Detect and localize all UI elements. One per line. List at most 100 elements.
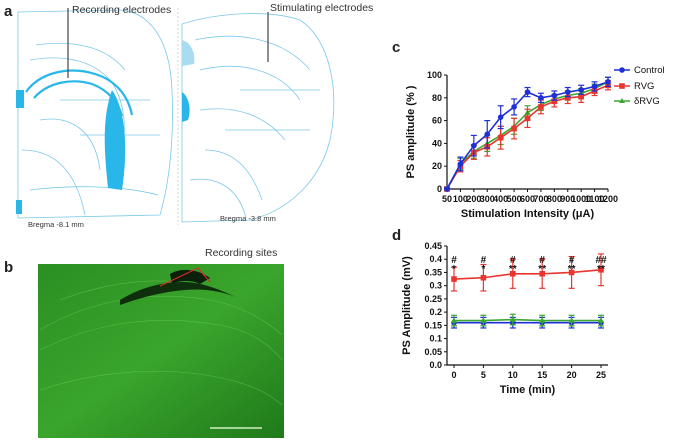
data-point	[578, 87, 584, 93]
atlas-right-contour-5	[189, 178, 247, 219]
bregma-right-label: Bregma -3.8 mm	[220, 214, 276, 223]
y-tick-label: 20	[432, 161, 442, 171]
y-tick-label: 0.35	[424, 267, 442, 277]
x-tick-label: 1000	[571, 194, 591, 204]
data-point	[480, 274, 487, 281]
x-tick-label: 5	[481, 370, 486, 380]
y-axis-title: PS Amplitude (mV)	[401, 256, 413, 355]
recording-site-arrow-1	[159, 267, 199, 287]
atlas-left-contour-2	[35, 42, 126, 71]
significance-star: **	[509, 264, 517, 275]
recording-sites-label: Recording sites	[205, 247, 277, 259]
significance-star: **	[568, 264, 576, 275]
series-RVG	[451, 253, 604, 292]
data-point	[497, 114, 504, 120]
data-point	[451, 276, 457, 282]
data-point	[510, 270, 516, 277]
x-tick-label: 0	[451, 370, 456, 380]
recording-electrodes-label: Recording electrodes	[72, 4, 171, 16]
atlas-left-contour-7	[29, 186, 159, 196]
data-point	[605, 79, 611, 85]
atlas-left-contour-3	[39, 118, 101, 171]
data-point	[444, 186, 450, 192]
atlas-right-contour-3	[199, 108, 286, 141]
recording-site-lesion-2	[170, 269, 210, 284]
significance-hash: #	[481, 255, 487, 266]
atlas-right-outline	[181, 13, 335, 223]
significance-hash: ##	[595, 255, 607, 266]
data-point	[450, 317, 458, 323]
panel-a-letter: a	[4, 3, 13, 20]
legend-item-rvg: RVG	[614, 81, 654, 92]
atlas-right-contour-2	[199, 65, 301, 101]
significance-star: *	[481, 264, 485, 275]
significance-star: **	[538, 264, 546, 275]
data-point	[524, 115, 531, 122]
y-tick-label: 0.05	[424, 347, 442, 357]
data-point	[538, 95, 544, 101]
atlas-left-section	[17, 9, 173, 219]
data-point	[568, 269, 575, 276]
series-Control	[444, 76, 611, 192]
x-tick-label: 300	[480, 194, 495, 204]
x-axis-title: Stimulation Intensity (μA)	[461, 208, 595, 220]
data-point	[511, 104, 517, 110]
data-point	[457, 161, 464, 167]
tissue-texture	[39, 280, 283, 406]
x-tick-label: 25	[596, 370, 606, 380]
x-axis-title: Time (min)	[500, 384, 556, 396]
recording-site-arrow-2	[197, 267, 211, 283]
x-tick-label: 20	[567, 370, 577, 380]
y-tick-label: 0.0	[429, 360, 442, 370]
atlas-right-contour-1	[194, 35, 311, 71]
data-point	[551, 92, 558, 99]
data-point	[509, 316, 516, 322]
x-tick-label: 400	[493, 194, 508, 204]
hippocampus-arc-outer	[25, 69, 134, 116]
data-point	[578, 93, 584, 100]
y-tick-label: 0.25	[424, 294, 442, 304]
bregma-left-label: Bregma -8.1 mm	[28, 220, 84, 229]
legend-label-rvg: RVG	[634, 81, 654, 92]
x-tick-label: 100	[453, 194, 468, 204]
significance-hash: #	[451, 255, 457, 266]
data-point	[568, 317, 575, 323]
atlas-right-section	[181, 13, 335, 223]
atlas-right-contour-4	[204, 149, 263, 201]
atlas-right-region-top	[182, 40, 195, 66]
y-tick-label: 0.2	[429, 307, 442, 317]
x-tick-label: 10	[508, 370, 518, 380]
atlas-left-edge-mark	[16, 90, 24, 108]
x-tick-label: 700	[533, 194, 548, 204]
data-point	[564, 95, 571, 101]
legend-c: Control RVG δRVG	[614, 65, 665, 107]
chart-d: 0.0 0.05 0.1 0.15 0.2 0.25 0.3 0.35 0.4 0.45 0 5 10 1…	[401, 241, 608, 396]
data-point	[598, 267, 604, 273]
data-point	[539, 270, 545, 277]
x-tick-label: 900	[560, 194, 575, 204]
legend-marker-drvg	[619, 98, 625, 103]
x-tick-label: 200	[466, 194, 481, 204]
y-tick-label: 60	[432, 116, 442, 126]
x-tick-label: 600	[520, 194, 535, 204]
atlas-left-contour-4	[21, 149, 86, 216]
data-point	[551, 98, 558, 105]
data-point	[524, 89, 531, 95]
x-tick-label: 500	[507, 194, 522, 204]
atlas-right-region-mid	[182, 92, 190, 122]
atlas-left-edge-mark-2	[16, 200, 22, 214]
data-point	[591, 83, 598, 90]
data-point	[511, 125, 517, 132]
x-tick-label: 50	[442, 194, 452, 204]
y-tick-label: 0	[437, 184, 442, 194]
significance-star: **	[597, 264, 605, 275]
recording-site-lesion	[120, 282, 238, 305]
y-axis-title: PS amplitude (% )	[405, 85, 417, 178]
series-δRVG	[450, 313, 605, 327]
significance-star: *	[452, 264, 456, 275]
data-point	[497, 134, 504, 141]
data-point	[564, 89, 571, 95]
panel-c-letter: c	[392, 39, 400, 56]
x-tick-label: 15	[537, 370, 547, 380]
legend-label-control: Control	[634, 65, 665, 76]
